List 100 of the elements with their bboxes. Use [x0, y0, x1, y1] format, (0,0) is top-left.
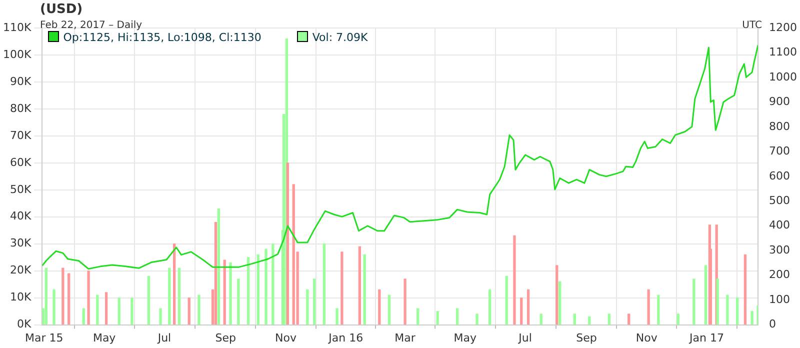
- bar: [168, 268, 171, 325]
- bar: [322, 244, 326, 325]
- bar: [488, 289, 492, 325]
- bar: [52, 289, 56, 325]
- bar: [556, 265, 558, 325]
- x-tick-label: Jan 16: [328, 331, 364, 344]
- bar: [692, 278, 696, 325]
- bar: [378, 289, 381, 325]
- bar: [292, 184, 295, 325]
- bar: [540, 314, 542, 325]
- y2-tick-label: 0: [769, 318, 776, 331]
- chart-title: (USD): [40, 2, 83, 17]
- y2-tick-label: 1200: [769, 20, 798, 34]
- y-tick-label: 40K: [10, 210, 32, 223]
- x-tick-label: Sep: [215, 331, 236, 344]
- chart-subtitle: Feb 22, 2017 – Daily: [40, 20, 142, 31]
- y-tick-label: 70K: [10, 128, 32, 142]
- legend-label: Op:1125, Hi:1135, Lo:1098, Cl:1130: [62, 31, 262, 44]
- y-tick-label: 50K: [10, 182, 32, 196]
- bar: [704, 265, 708, 325]
- x-tick-label: Jul: [156, 331, 172, 344]
- bar: [62, 268, 64, 325]
- y2-tick-label: 1100: [769, 46, 798, 59]
- y-tick-label: 0K: [16, 318, 32, 331]
- bar: [647, 289, 650, 325]
- bar: [404, 278, 406, 325]
- y2-tick-label: 300: [769, 243, 790, 256]
- bar: [264, 248, 268, 325]
- bar: [588, 316, 591, 325]
- bar: [716, 278, 719, 325]
- bar: [272, 244, 274, 325]
- y2-tick-label: 900: [769, 95, 790, 108]
- bar: [256, 254, 260, 325]
- bar: [358, 246, 362, 325]
- bar: [82, 308, 85, 325]
- y-tick-label: 80K: [10, 102, 32, 115]
- bar: [558, 281, 562, 325]
- bar: [336, 308, 338, 325]
- y-tick-label: 30K: [10, 236, 32, 250]
- y-tick-label: 60K: [10, 156, 32, 169]
- bar: [313, 278, 316, 325]
- bar: [306, 289, 309, 325]
- bar: [172, 244, 176, 325]
- bar: [118, 297, 120, 325]
- x-tick-label: Sep: [576, 331, 597, 344]
- bar: [756, 305, 758, 325]
- bar: [628, 314, 630, 325]
- bar: [130, 297, 134, 325]
- bar: [147, 276, 150, 325]
- bar: [744, 254, 747, 325]
- y2-tick-label: 400: [769, 218, 790, 232]
- bar: [159, 308, 162, 325]
- bar: [96, 294, 99, 325]
- x-tick-label: Jan 17: [688, 331, 724, 344]
- bar: [363, 254, 366, 325]
- y2-tick-label: 800: [769, 120, 790, 133]
- bar: [340, 252, 344, 325]
- bar: [178, 268, 181, 325]
- y2-tick-label: 600: [769, 169, 790, 182]
- x-tick-label: Nov: [636, 331, 658, 344]
- bar: [608, 314, 610, 325]
- x-tick-label: Jul: [518, 331, 532, 344]
- x-tick-label: Mar 15: [25, 331, 64, 344]
- y2-tick-label: 200: [769, 268, 790, 282]
- y2-tick-label: 700: [769, 144, 790, 158]
- bar: [198, 294, 200, 325]
- y2-tick-label: 500: [769, 194, 790, 207]
- x-tick-label: May: [454, 331, 478, 344]
- y2-tick-label: 100: [769, 292, 790, 306]
- y-tick-label: 90K: [10, 74, 32, 88]
- bar: [513, 235, 516, 325]
- y-tick-label: 10K: [10, 290, 32, 304]
- bar: [736, 297, 739, 325]
- bar: [68, 273, 70, 325]
- bar: [520, 297, 523, 325]
- bar: [416, 308, 420, 325]
- bar: [388, 294, 391, 325]
- bar: [246, 257, 250, 325]
- bar: [657, 294, 660, 325]
- bar: [237, 278, 240, 325]
- y2-tick-label: 1000: [769, 70, 798, 84]
- x-tick-label: Mar: [394, 331, 416, 344]
- bar: [188, 297, 190, 325]
- bar: [750, 310, 754, 325]
- bar: [87, 270, 90, 325]
- bar: [436, 310, 439, 325]
- bar: [44, 268, 48, 325]
- y-tick-label: 100K: [2, 48, 32, 61]
- y-tick-label: 110K: [2, 20, 32, 34]
- bar: [726, 294, 729, 325]
- bar: [676, 314, 680, 325]
- bar: [229, 262, 232, 325]
- bar: [104, 292, 108, 325]
- bar: [217, 208, 220, 325]
- bar: [286, 162, 290, 325]
- bar: [505, 276, 508, 325]
- bar: [573, 314, 576, 325]
- bar: [526, 289, 530, 325]
- x-tick-label: Nov: [275, 331, 297, 344]
- bar: [223, 260, 226, 325]
